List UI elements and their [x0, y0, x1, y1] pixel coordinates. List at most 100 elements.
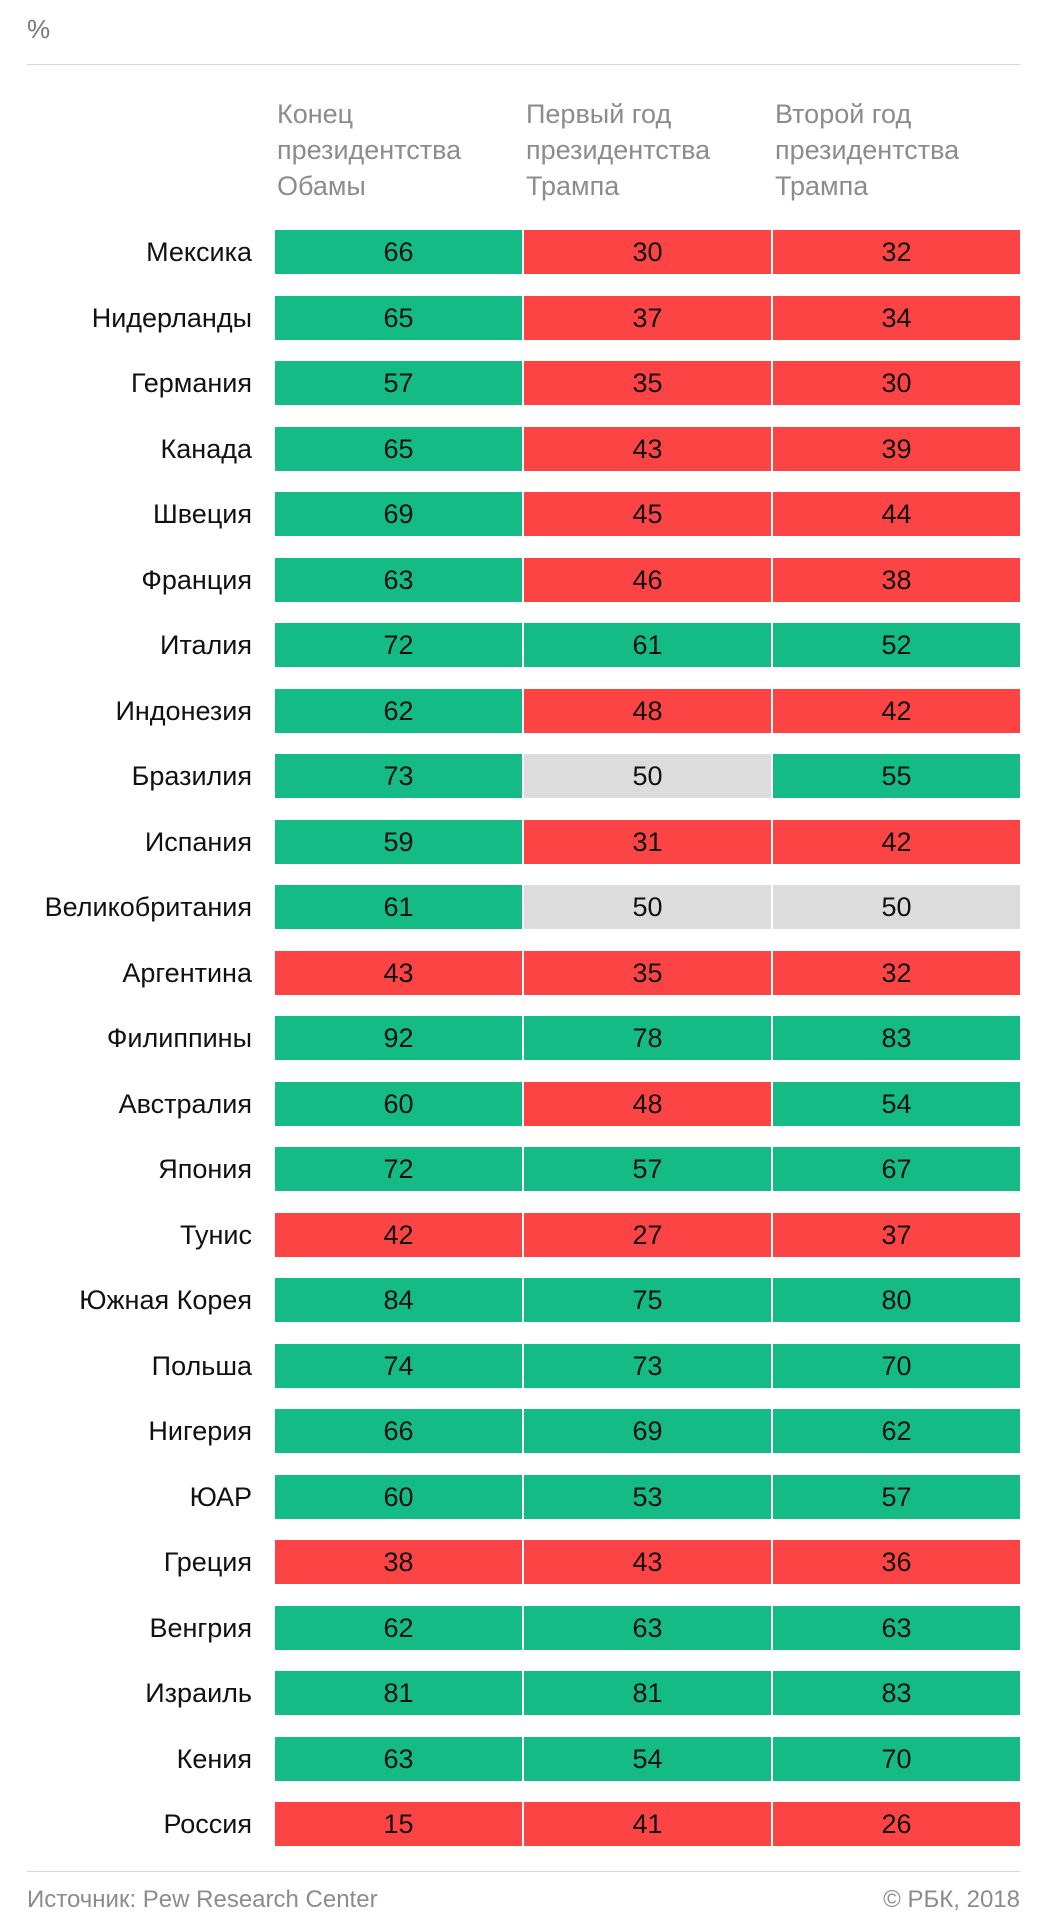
- value-cell-positive: 66: [275, 230, 522, 274]
- value-cell-positive: 59: [275, 819, 522, 864]
- value-cell-positive: 61: [524, 623, 771, 667]
- table-row: Германия 57 35 30: [0, 361, 1046, 405]
- value-cell-negative: 37: [524, 295, 771, 340]
- value-cell-negative: 30: [524, 230, 771, 274]
- value-cell-positive: 65: [275, 295, 522, 340]
- value-cell-negative: 43: [524, 1540, 771, 1584]
- value-cell-positive: 57: [773, 1474, 1020, 1519]
- table-row: Великобритания 61 50 50: [0, 885, 1046, 929]
- value-cell-positive: 81: [275, 1671, 522, 1715]
- country-label: Япония: [158, 1154, 252, 1184]
- country-label: Кения: [176, 1743, 252, 1774]
- value-cell-negative: 36: [773, 1540, 1020, 1584]
- value-cell-positive: 66: [275, 1409, 522, 1453]
- value-cell-negative: 32: [773, 230, 1020, 274]
- value-cell-positive: 60: [275, 1081, 522, 1126]
- country-label: Аргентина: [122, 957, 252, 988]
- country-label: Бразилия: [131, 761, 252, 791]
- value-cell-positive: 81: [524, 1671, 771, 1715]
- value-cell-negative: 43: [275, 950, 522, 995]
- value-cell-negative: 45: [524, 492, 771, 536]
- value-cell-negative: 30: [773, 361, 1020, 405]
- country-label: Австралия: [118, 1088, 252, 1119]
- value-cell-negative: 43: [524, 426, 771, 471]
- value-cell-positive: 53: [524, 1474, 771, 1519]
- country-label: Испания: [144, 826, 252, 857]
- value-cell-negative: 34: [773, 295, 1020, 340]
- country-label: Польша: [151, 1350, 252, 1381]
- country-label: Великобритания: [44, 892, 252, 922]
- bottom-divider: [27, 1871, 1020, 1872]
- value-cell-positive: 57: [524, 1147, 771, 1191]
- table-row: Венгрия 62 63 63: [0, 1605, 1046, 1650]
- country-label: Тунис: [180, 1219, 252, 1250]
- value-cell-negative: 48: [524, 1081, 771, 1126]
- table-row: Мексика 66 30 32: [0, 230, 1046, 274]
- table-row: Кения 63 54 70: [0, 1736, 1046, 1781]
- table-row: Канада 65 43 39: [0, 426, 1046, 471]
- value-cell-positive: 83: [773, 1016, 1020, 1060]
- value-cell-positive: 92: [275, 1016, 522, 1060]
- value-cell-negative: 42: [275, 1212, 522, 1257]
- value-cell-negative: 42: [773, 819, 1020, 864]
- table-row: Индонезия 62 48 42: [0, 688, 1046, 733]
- value-cell-positive: 72: [275, 1147, 522, 1191]
- value-cell-positive: 83: [773, 1671, 1020, 1715]
- country-label: Россия: [163, 1809, 252, 1839]
- value-cell-positive: 63: [275, 557, 522, 602]
- table-row: Израиль 81 81 83: [0, 1671, 1046, 1715]
- country-label: Италия: [160, 630, 252, 660]
- value-cell-negative: 44: [773, 492, 1020, 536]
- value-cell-neutral: 50: [524, 754, 771, 798]
- value-cell-negative: 41: [524, 1802, 771, 1846]
- value-cell-negative: 32: [773, 950, 1020, 995]
- table-row: ЮАР 60 53 57: [0, 1474, 1046, 1519]
- table-row: Австралия 60 48 54: [0, 1081, 1046, 1126]
- country-label: Швеция: [153, 499, 252, 529]
- value-cell-negative: 39: [773, 426, 1020, 471]
- value-cell-positive: 69: [275, 492, 522, 536]
- table-row: Греция 38 43 36: [0, 1540, 1046, 1584]
- value-cell-positive: 63: [275, 1736, 522, 1781]
- value-cell-positive: 62: [275, 688, 522, 733]
- value-cell-positive: 72: [275, 623, 522, 667]
- country-label: Израиль: [145, 1678, 252, 1708]
- value-cell-positive: 80: [773, 1278, 1020, 1322]
- value-cell-negative: 31: [524, 819, 771, 864]
- country-label: Южная Корея: [79, 1285, 252, 1315]
- column-header-trump-year-2: Второй год президентства Трампа: [775, 99, 960, 201]
- country-label: Филиппины: [106, 1023, 252, 1053]
- table-row: Бразилия 73 50 55: [0, 754, 1046, 798]
- top-divider: [27, 64, 1020, 65]
- value-cell-positive: 54: [773, 1081, 1020, 1126]
- country-label: Мексика: [146, 237, 252, 267]
- value-cell-positive: 70: [773, 1343, 1020, 1388]
- value-cell-positive: 62: [275, 1605, 522, 1650]
- value-cell-positive: 62: [773, 1409, 1020, 1453]
- table-row: Филиппины 92 78 83: [0, 1016, 1046, 1060]
- value-cell-negative: 46: [524, 557, 771, 602]
- source-note: Источник: Pew Research Center: [27, 1886, 378, 1913]
- value-cell-positive: 63: [524, 1605, 771, 1650]
- value-cell-negative: 37: [773, 1212, 1020, 1257]
- column-header-trump-year-1: Первый год президентства Трампа: [526, 99, 711, 201]
- value-cell-negative: 38: [275, 1540, 522, 1584]
- table-row: Россия 15 41 26: [0, 1802, 1046, 1846]
- country-label: Греция: [163, 1547, 252, 1577]
- country-label: ЮАР: [189, 1481, 252, 1512]
- value-cell-positive: 75: [524, 1278, 771, 1322]
- table-row: Польша 74 73 70: [0, 1343, 1046, 1388]
- value-cell-negative: 15: [275, 1802, 522, 1846]
- value-cell-positive: 57: [275, 361, 522, 405]
- country-label: Германия: [130, 368, 252, 398]
- value-cell-positive: 61: [275, 885, 522, 929]
- value-cell-neutral: 50: [524, 885, 771, 929]
- country-label: Нидерланды: [91, 302, 252, 333]
- value-cell-positive: 73: [275, 754, 522, 798]
- value-cell-negative: 35: [524, 950, 771, 995]
- value-cell-positive: 52: [773, 623, 1020, 667]
- country-label: Нигерия: [148, 1416, 252, 1446]
- value-cell-positive: 67: [773, 1147, 1020, 1191]
- value-cell-positive: 78: [524, 1016, 771, 1060]
- value-cell-positive: 63: [773, 1605, 1020, 1650]
